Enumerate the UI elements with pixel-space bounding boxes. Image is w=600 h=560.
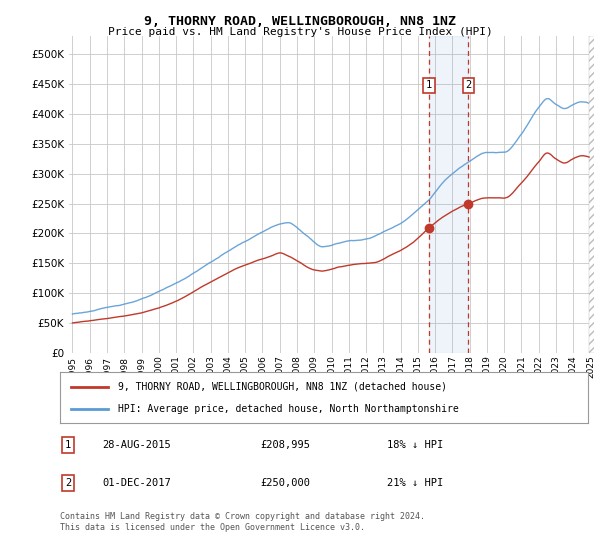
Text: 01-DEC-2017: 01-DEC-2017	[102, 478, 171, 488]
Text: 1: 1	[426, 81, 432, 91]
Text: 28-AUG-2015: 28-AUG-2015	[102, 440, 171, 450]
Text: HPI: Average price, detached house, North Northamptonshire: HPI: Average price, detached house, Nort…	[118, 404, 459, 414]
Text: 21% ↓ HPI: 21% ↓ HPI	[388, 478, 443, 488]
Text: Contains HM Land Registry data © Crown copyright and database right 2024.
This d: Contains HM Land Registry data © Crown c…	[60, 512, 425, 532]
Text: 1: 1	[65, 440, 71, 450]
Text: 2: 2	[65, 478, 71, 488]
Text: 9, THORNY ROAD, WELLINGBOROUGH, NN8 1NZ (detached house): 9, THORNY ROAD, WELLINGBOROUGH, NN8 1NZ …	[118, 381, 447, 391]
Text: £250,000: £250,000	[260, 478, 311, 488]
Text: 2: 2	[465, 81, 472, 91]
Bar	[429, 36, 468, 353]
Text: 18% ↓ HPI: 18% ↓ HPI	[388, 440, 443, 450]
Text: £208,995: £208,995	[260, 440, 311, 450]
Text: 9, THORNY ROAD, WELLINGBOROUGH, NN8 1NZ: 9, THORNY ROAD, WELLINGBOROUGH, NN8 1NZ	[144, 15, 456, 27]
Text: Price paid vs. HM Land Registry's House Price Index (HPI): Price paid vs. HM Land Registry's House …	[107, 27, 493, 37]
